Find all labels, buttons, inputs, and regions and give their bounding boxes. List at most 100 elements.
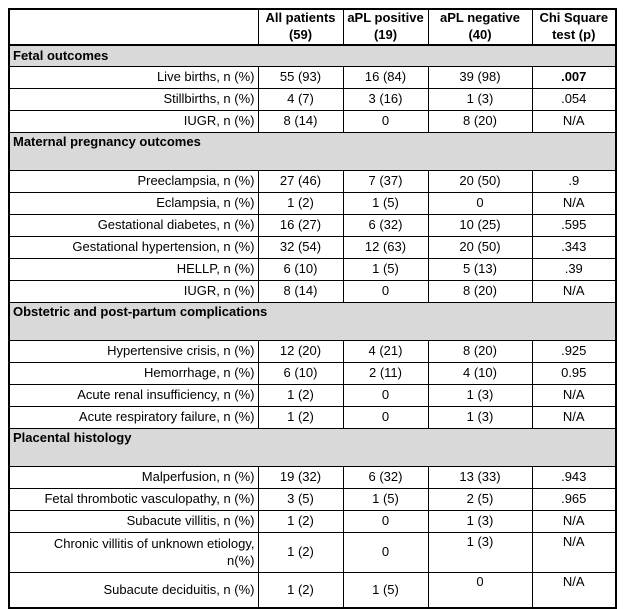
cell-value: 16 (84) <box>342 66 429 89</box>
cell-value: 0 <box>342 384 429 407</box>
header-row: All patients (59) aPL positive (19) aPL … <box>8 8 617 46</box>
row-label: Eclampsia, n (%) <box>8 192 259 215</box>
cell-value: 0 <box>342 110 429 133</box>
data-row: IUGR, n (%) 8 (14) 0 8 (20) N/A <box>8 280 617 303</box>
p-value: .595 <box>531 214 617 237</box>
data-row: HELLP, n (%) 6 (10) 1 (5) 5 (13) .39 <box>8 258 617 281</box>
cell-value: 0 <box>342 510 429 533</box>
cell-value: 6 (32) <box>342 466 429 489</box>
cell-value: 1 (2) <box>257 384 344 407</box>
p-value: .965 <box>531 488 617 511</box>
cell-value: 0 <box>342 406 429 429</box>
row-label: Preeclampsia, n (%) <box>8 170 259 193</box>
cell-value: 19 (32) <box>257 466 344 489</box>
row-label: HELLP, n (%) <box>8 258 259 281</box>
section-header-row: Obstetric and post-partum complications <box>8 302 617 341</box>
p-value: N/A <box>531 572 617 609</box>
p-value: .343 <box>531 236 617 259</box>
data-row: Gestational hypertension, n (%) 32 (54) 12… <box>8 236 617 259</box>
cell-value: 1 (5) <box>342 488 429 511</box>
cell-value: 1 (3) <box>427 510 533 533</box>
data-row: Chronic villitis of unknown etiology, n(… <box>8 532 617 573</box>
cell-value: 1 (2) <box>257 532 344 573</box>
row-label: Gestational hypertension, n (%) <box>8 236 259 259</box>
cell-value: 0 <box>427 572 533 609</box>
cell-value: 2 (11) <box>342 362 429 385</box>
cell-value: 12 (63) <box>342 236 429 259</box>
cell-value: 1 (2) <box>257 572 344 609</box>
cell-value: 3 (5) <box>257 488 344 511</box>
cell-value: 8 (20) <box>427 110 533 133</box>
cell-value: 2 (5) <box>427 488 533 511</box>
data-row: Malperfusion, n (%) 19 (32) 6 (32) 13 (33).… <box>8 466 617 489</box>
cell-value: 1 (3) <box>427 88 533 111</box>
p-value: .925 <box>531 340 617 363</box>
section-title: Fetal outcomes <box>8 44 617 67</box>
cell-value: 0 <box>427 192 533 215</box>
cell-value: 3 (16) <box>342 88 429 111</box>
row-label: IUGR, n (%) <box>8 110 259 133</box>
data-row: Preeclampsia, n (%) 27 (46) 7 (37) 20 (50).… <box>8 170 617 193</box>
cell-value: 6 (10) <box>257 258 344 281</box>
row-label: Subacute deciduitis, n (%) <box>8 572 259 609</box>
p-value: N/A <box>531 384 617 407</box>
cell-value: 8 (20) <box>427 340 533 363</box>
p-value: N/A <box>531 280 617 303</box>
cell-value: 1 (5) <box>342 258 429 281</box>
p-value: .054 <box>531 88 617 111</box>
document-page: All patients (59) aPL positive (19) aPL … <box>8 8 617 609</box>
cell-value: 1 (2) <box>257 192 344 215</box>
data-row: Gestational diabetes, n (%) 16 (27) 6 (32)… <box>8 214 617 237</box>
section-title: Maternal pregnancy outcomes <box>8 132 617 171</box>
cell-value: 1 (2) <box>257 510 344 533</box>
data-row: Acute renal insufficiency, n (%) 1 (2) 0 1 … <box>8 384 617 407</box>
data-row: Stillbirths, n (%) 4 (7) 3 (16) 1 (3) .054 <box>8 88 617 111</box>
p-value: N/A <box>531 510 617 533</box>
section-title: Obstetric and post-partum complications <box>8 302 617 341</box>
row-label: Stillbirths, n (%) <box>8 88 259 111</box>
cell-value: 20 (50) <box>427 236 533 259</box>
cell-value: 7 (37) <box>342 170 429 193</box>
row-label: Fetal thrombotic vasculopathy, n (%) <box>8 488 259 511</box>
row-label: Acute renal insufficiency, n (%) <box>8 384 259 407</box>
data-row: Hemorrhage, n (%) 6 (10) 2 (11) 4 (10) 0.95 <box>8 362 617 385</box>
cell-value: 32 (54) <box>257 236 344 259</box>
column-header-all-patients: All patients (59) <box>257 8 344 46</box>
section-header-row: Maternal pregnancy outcomes <box>8 132 617 171</box>
cell-value: 12 (20) <box>257 340 344 363</box>
data-row: Live births, n (%) 55 (93) 16 (84) 39 (98).… <box>8 66 617 89</box>
p-value: .9 <box>531 170 617 193</box>
data-row: Eclampsia, n (%) 1 (2) 1 (5) 0 N/A <box>8 192 617 215</box>
p-value: 0.95 <box>531 362 617 385</box>
cell-value: 1 (2) <box>257 406 344 429</box>
row-label: Live births, n (%) <box>8 66 259 89</box>
p-value: .007 <box>531 66 617 89</box>
row-label: Chronic villitis of unknown etiology, n(… <box>8 532 259 573</box>
cell-value: 6 (10) <box>257 362 344 385</box>
data-row: IUGR, n (%) 8 (14) 0 8 (20) N/A <box>8 110 617 133</box>
cell-value: 20 (50) <box>427 170 533 193</box>
cell-value: 1 (3) <box>427 532 533 573</box>
cell-value: 10 (25) <box>427 214 533 237</box>
cell-value: 16 (27) <box>257 214 344 237</box>
data-row: Acute respiratory failure, n (%) 1 (2) 0 1 … <box>8 406 617 429</box>
section-header-row: Fetal outcomes <box>8 44 617 67</box>
row-label: Gestational diabetes, n (%) <box>8 214 259 237</box>
cell-value: 27 (46) <box>257 170 344 193</box>
cell-value: 8 (14) <box>257 110 344 133</box>
cell-value: 4 (21) <box>342 340 429 363</box>
column-header-apl-negative: aPL negative (40) <box>427 8 533 46</box>
cell-value: 39 (98) <box>427 66 533 89</box>
column-header-apl-positive: aPL positive (19) <box>342 8 429 46</box>
p-value: .39 <box>531 258 617 281</box>
section-header-row: Placental histology <box>8 428 617 467</box>
column-header-chi-square: Chi Square test (p) <box>531 8 617 46</box>
data-row: Subacute deciduitis, n (%) 1 (2) 1 (5) 0 N/A <box>8 572 617 609</box>
row-label: Acute respiratory failure, n (%) <box>8 406 259 429</box>
section-title: Placental histology <box>8 428 617 467</box>
cell-value: 1 (3) <box>427 406 533 429</box>
cell-value: 5 (13) <box>427 258 533 281</box>
data-row: Hypertensive crisis, n (%) 12 (20) 4 (21) 8… <box>8 340 617 363</box>
row-label: Malperfusion, n (%) <box>8 466 259 489</box>
table-body: Fetal outcomes Live births, n (%) 55 (93) 1… <box>8 44 617 609</box>
